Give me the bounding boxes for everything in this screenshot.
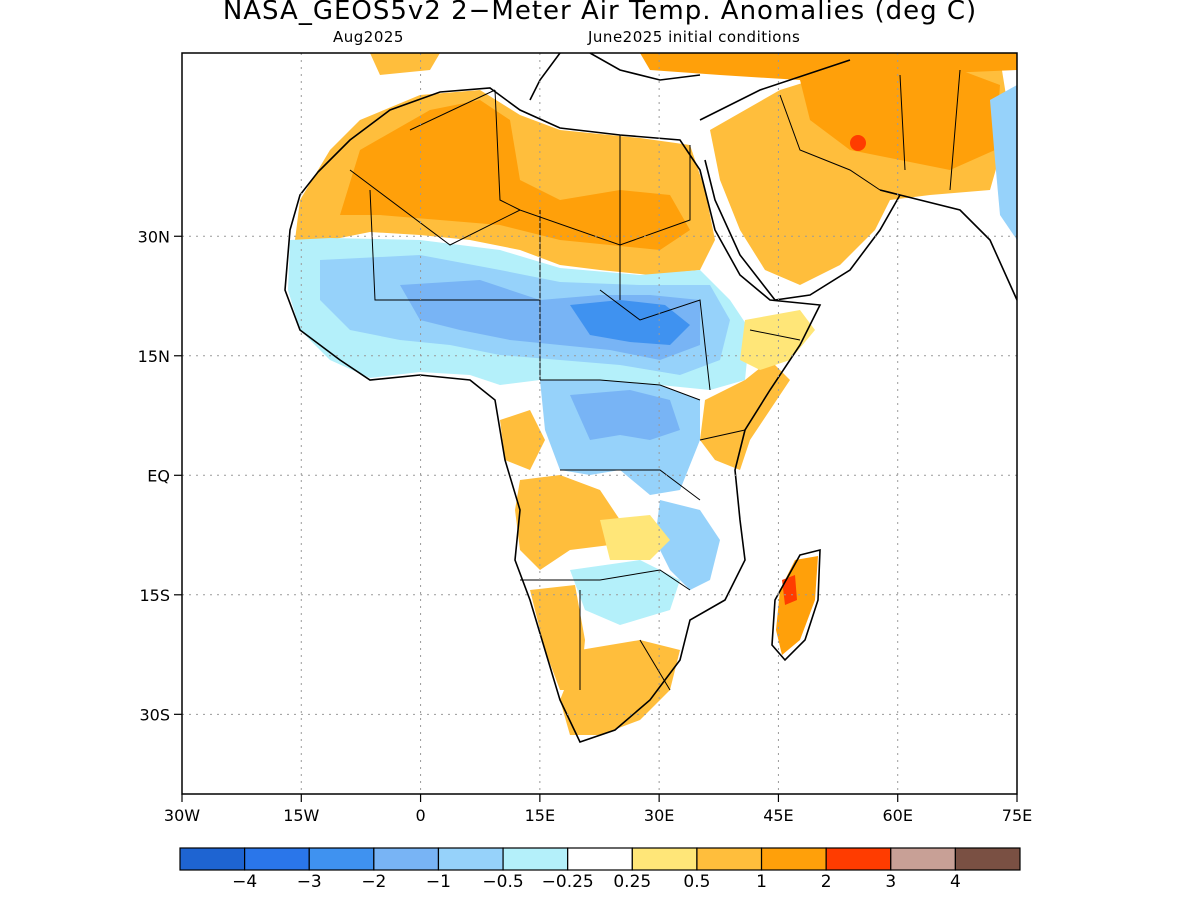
spain-warm-region	[370, 53, 440, 75]
madagascar-hotspot	[782, 575, 797, 605]
colorbar-label: −4	[232, 872, 258, 892]
lon-tick-label: 0	[415, 806, 425, 825]
valid-month-label: Aug2025	[333, 28, 404, 46]
colorbar-swatch	[696, 847, 763, 871]
colorbar-swatch	[631, 847, 698, 871]
map-title: NASA_GEOS5v2 2−Meter Air Temp. Anomalies…	[222, 0, 978, 26]
colorbar-label: −0.25	[541, 872, 594, 892]
colorbar-swatch	[825, 847, 892, 871]
madagascar-warm-region	[776, 556, 818, 655]
east-africa-warm-region	[700, 360, 790, 470]
colorbar-swatch	[890, 847, 956, 871]
colorbar-swatch	[179, 847, 246, 871]
iran-hotspot	[850, 135, 866, 151]
colorbar-swatch	[373, 847, 440, 871]
axes: 30W 15W 0 15E 30E 45E 60E 75E 30N 15N EQ 15S 30S	[138, 227, 1033, 825]
south-africa-warm-region	[560, 640, 680, 735]
colorbar-swatch	[244, 847, 310, 871]
colorbar-label: −2	[361, 872, 387, 892]
colorbar-swatch	[308, 847, 375, 871]
lon-tick-label: 30W	[164, 806, 200, 825]
lon-tick-label: 15E	[525, 806, 555, 825]
india-cool-region	[990, 85, 1017, 240]
horn-warm-region	[740, 310, 815, 370]
iran-strong-warm-region	[800, 68, 1000, 170]
lat-tick-label: 15S	[139, 586, 170, 605]
congo-strong-cool-region	[570, 390, 680, 440]
colorbar-label: 0.5	[683, 872, 711, 892]
colorbar-swatch	[760, 847, 827, 871]
lon-tick-label: 60E	[882, 806, 912, 825]
lat-tick-label: 30N	[138, 227, 170, 246]
lon-tick-label: 75E	[1002, 806, 1032, 825]
colorbar-swatch	[502, 847, 569, 871]
country-borders	[349, 69, 961, 691]
lon-tick-label: 15W	[283, 806, 319, 825]
lat-tick-label: EQ	[147, 466, 170, 485]
anomaly-field	[285, 53, 1017, 742]
colorbar	[179, 847, 1021, 871]
colorbar-label: 4	[949, 872, 961, 892]
colorbar-swatch	[567, 847, 633, 871]
colorbar-swatch	[437, 847, 504, 871]
lat-tick-label: 30S	[139, 705, 170, 724]
colorbar-label: 3	[885, 872, 897, 892]
lat-lon-grid	[182, 53, 1017, 794]
colorbar-label: −3	[296, 872, 322, 892]
lat-tick-label: 15N	[138, 347, 170, 366]
colorbar-label: −1	[425, 872, 451, 892]
botswana-cool-region	[570, 560, 680, 625]
colorbar-label: 0.25	[613, 872, 652, 892]
chad-sudan-coolest-core	[570, 300, 690, 345]
colorbar-label: 2	[820, 872, 832, 892]
namibia-warm-region	[530, 585, 585, 690]
colorbar-label: 1	[756, 872, 767, 892]
lon-tick-label: 30E	[644, 806, 674, 825]
plot-frame	[181, 52, 1018, 795]
gabon-warm-region	[500, 410, 545, 470]
angola-warm-region	[515, 475, 620, 570]
colorbar-swatch	[954, 847, 1021, 871]
mozambique-cool-region	[655, 500, 720, 590]
initial-conditions-label: June2025 initial conditions	[588, 28, 801, 46]
lon-tick-label: 45E	[763, 806, 793, 825]
sahara-strong-warm-region	[340, 100, 690, 250]
zambia-warm-region	[600, 515, 670, 560]
colorbar-label: −0.5	[482, 872, 524, 892]
